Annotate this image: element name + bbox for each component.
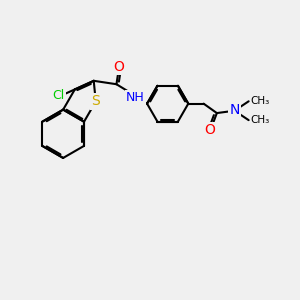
Text: Cl: Cl	[52, 89, 65, 102]
Text: O: O	[113, 60, 124, 74]
Text: O: O	[205, 123, 215, 137]
Text: NH: NH	[126, 91, 145, 104]
Text: CH₃: CH₃	[250, 96, 269, 106]
Text: N: N	[229, 103, 240, 117]
Text: S: S	[92, 94, 100, 109]
Text: CH₃: CH₃	[250, 116, 269, 125]
